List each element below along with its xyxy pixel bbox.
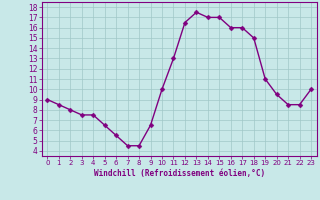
X-axis label: Windchill (Refroidissement éolien,°C): Windchill (Refroidissement éolien,°C) <box>94 169 265 178</box>
